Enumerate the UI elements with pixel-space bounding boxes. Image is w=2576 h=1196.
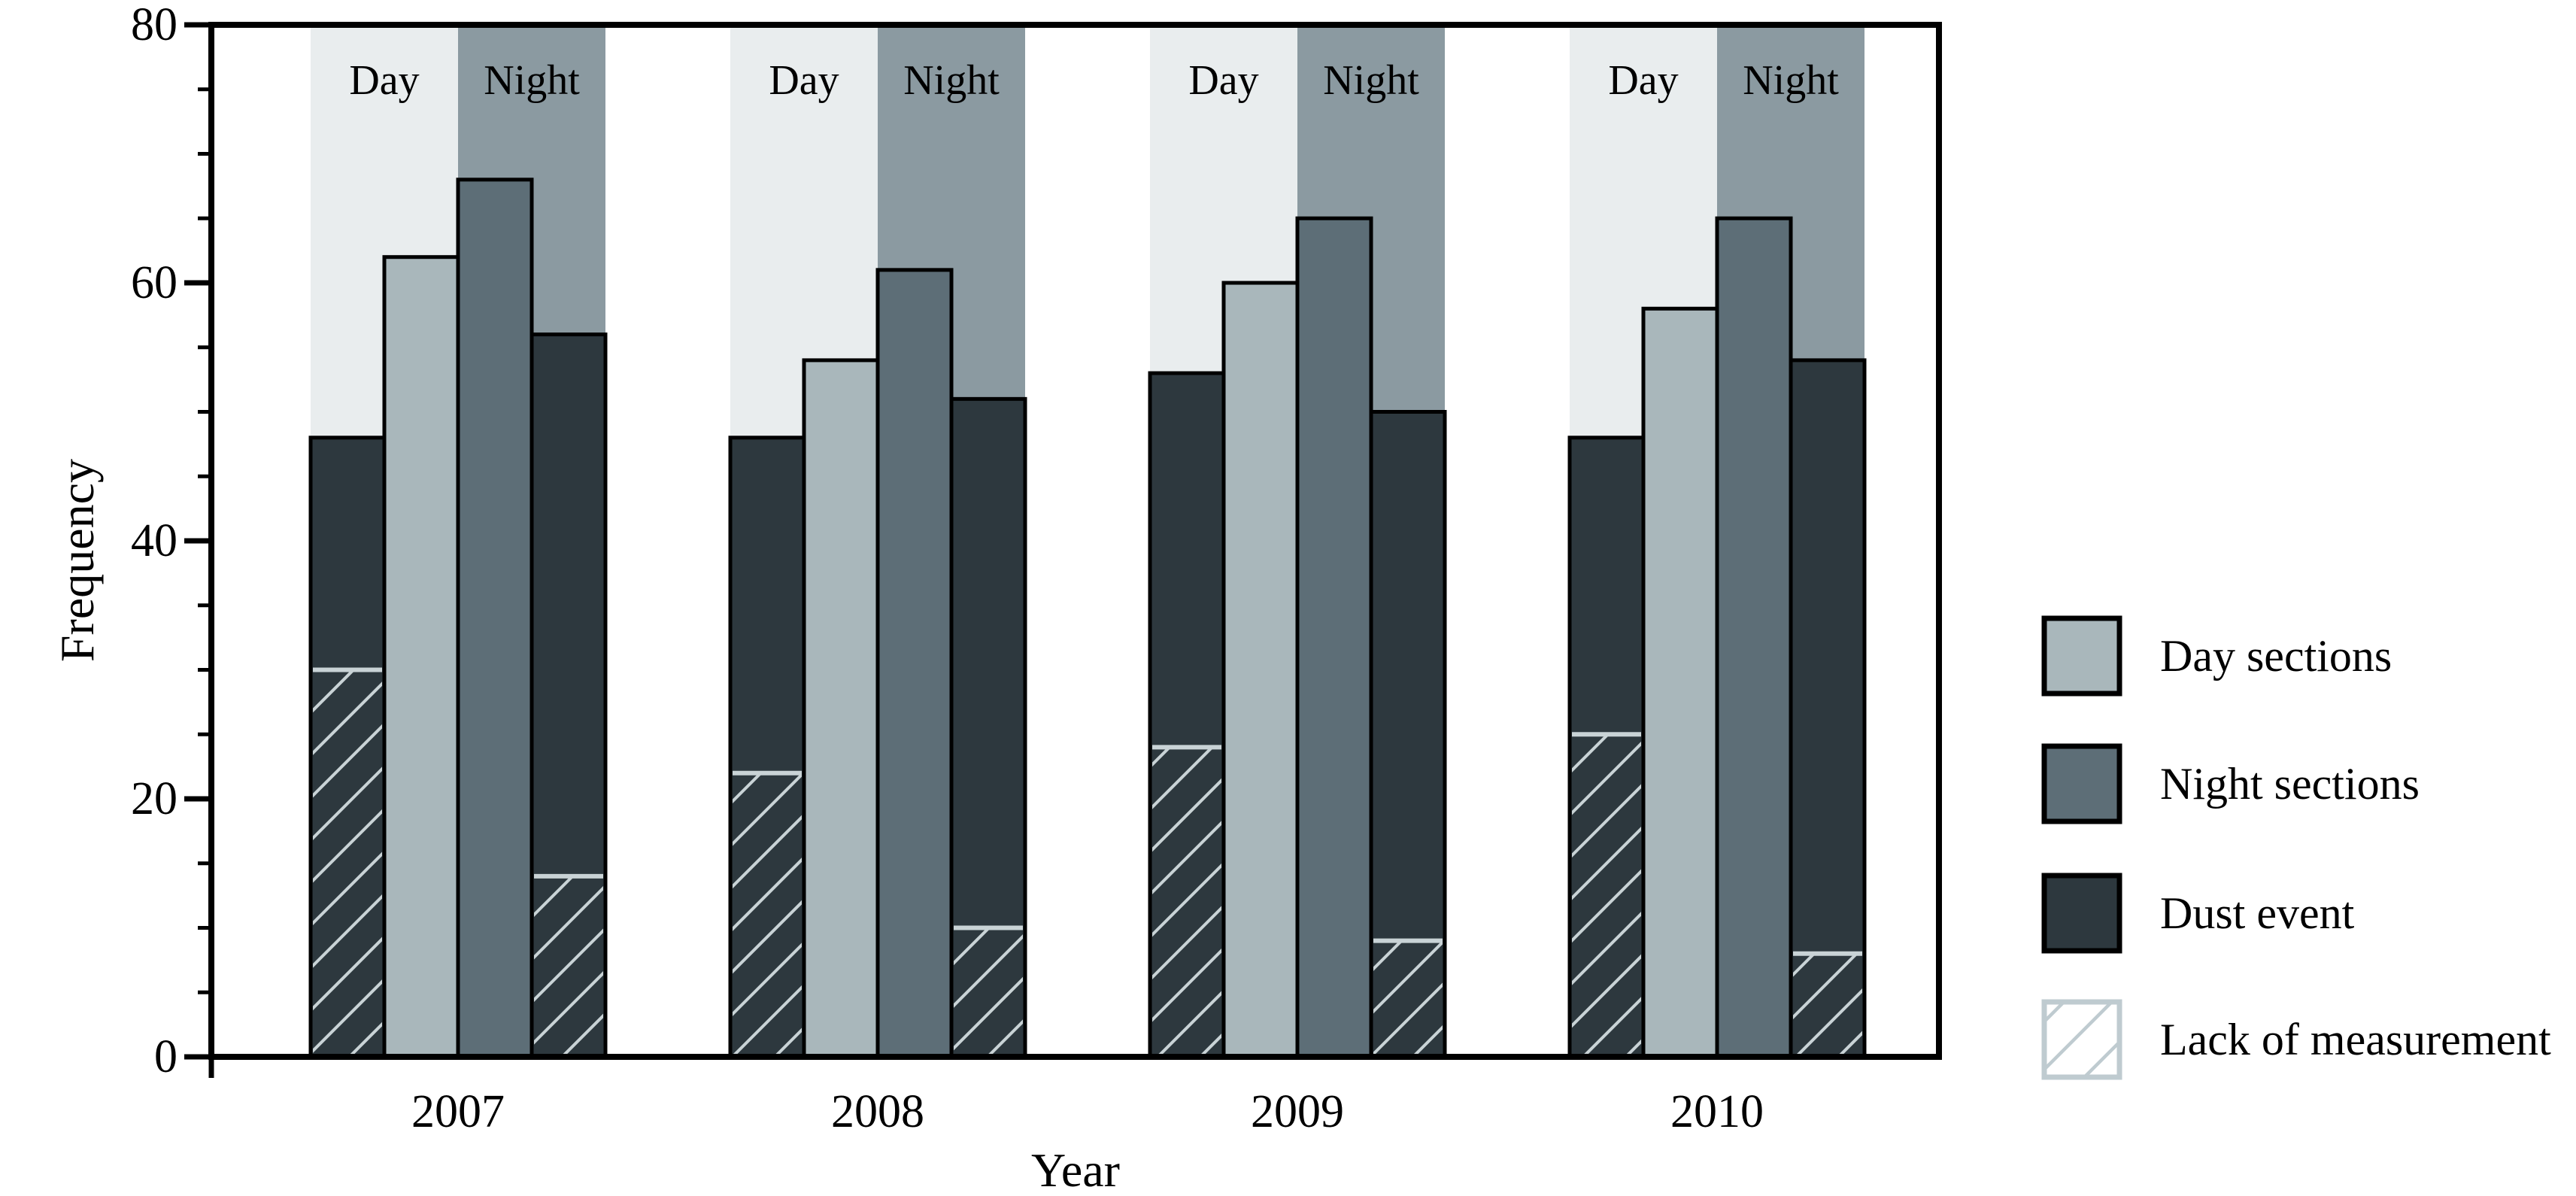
band-label-day-2009: Day: [1188, 57, 1258, 104]
bar-lack-of-measurement-day-2009: [1152, 747, 1221, 1057]
y-tick-label-60: 60: [131, 257, 177, 308]
y-tick-label-40: 40: [131, 515, 177, 566]
band-label-day-2010: Day: [1608, 57, 1678, 104]
bar-day-sections-2007: [384, 257, 458, 1058]
y-axis-title: Frequency: [50, 458, 104, 663]
bar-night-sections-2007: [458, 179, 532, 1057]
legend-label-lack-of-measurement: Lack of measurement: [2160, 1015, 2551, 1064]
year-label-2007: 2007: [411, 1086, 505, 1137]
year-label-2010: 2010: [1670, 1086, 1764, 1137]
bar-night-sections-2009: [1297, 218, 1371, 1057]
y-tick-label-80: 80: [131, 0, 177, 50]
y-tick-label-0: 0: [154, 1031, 177, 1082]
bar-day-sections-2010: [1643, 308, 1717, 1057]
band-label-night-2007: Night: [484, 57, 580, 104]
year-label-2008: 2008: [831, 1086, 924, 1137]
legend-label-night-sections: Night sections: [2160, 759, 2420, 809]
bar-lack-of-measurement-night-2007: [534, 876, 603, 1057]
bar-lack-of-measurement-day-2007: [313, 669, 382, 1057]
bar-lack-of-measurement-day-2008: [733, 773, 802, 1057]
band-label-day-2008: Day: [769, 57, 839, 104]
legend-swatch-night-sections: [2041, 743, 2122, 824]
bar-lack-of-measurement-night-2009: [1373, 940, 1443, 1057]
legend-swatch-lack-of-measurement: [2041, 999, 2122, 1080]
band-label-night-2009: Night: [1323, 57, 1419, 104]
bar-lack-of-measurement-night-2008: [954, 927, 1023, 1057]
year-label-2009: 2009: [1251, 1086, 1344, 1137]
band-label-night-2010: Night: [1743, 57, 1839, 104]
legend-swatch-day-sections: [2041, 615, 2122, 697]
bar-lack-of-measurement-night-2010: [1793, 953, 1862, 1057]
bar-night-sections-2010: [1717, 218, 1791, 1057]
legend-swatch-lack-of-measurement-hatch: [2044, 1002, 2119, 1077]
x-axis-title: Year: [1031, 1143, 1120, 1196]
y-tick-label-20: 20: [131, 773, 177, 824]
legend-swatch-dust-event: [2041, 873, 2122, 954]
bar-day-sections-2008: [804, 360, 878, 1057]
bar-night-sections-2008: [878, 269, 951, 1058]
bar-day-sections-2009: [1224, 283, 1297, 1057]
legend: Day sections Night sections Dust event Lack…: [2041, 615, 2551, 1080]
bar-lack-of-measurement-day-2010: [1572, 734, 1641, 1057]
band-label-night-2008: Night: [903, 57, 1000, 104]
legend-label-dust-event: Dust event: [2160, 888, 2355, 938]
band-label-day-2007: Day: [349, 57, 419, 104]
legend-label-day-sections: Day sections: [2160, 631, 2392, 681]
bar-dust-event-night-2010: [1791, 360, 1864, 1057]
